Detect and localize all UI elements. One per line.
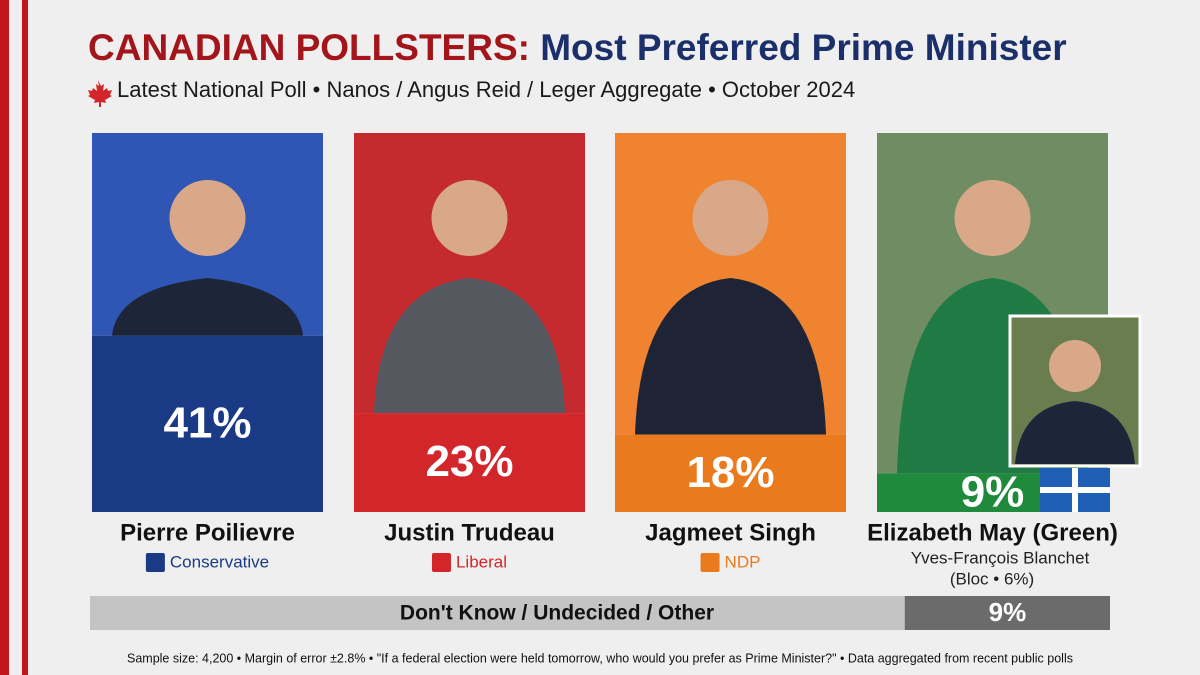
quebec-flag-cross — [1040, 487, 1110, 493]
undecided-bar — [904, 596, 1110, 630]
person-body — [635, 278, 826, 435]
party-label: NDP — [725, 552, 761, 571]
undecided-label: Don't Know / Undecided / Other — [400, 602, 714, 625]
party-label: Liberal — [456, 552, 507, 571]
inset-head — [1049, 340, 1101, 392]
title-lead: CANADIAN POLLSTERS: — [88, 27, 530, 68]
value-label: 9% — [961, 467, 1025, 516]
candidate-name: Justin Trudeau — [384, 519, 555, 546]
bar — [615, 434, 846, 512]
undecided-value: 9% — [989, 597, 1027, 627]
party-logo — [431, 553, 451, 572]
party-label: Conservative — [170, 552, 269, 571]
person-head — [431, 180, 508, 256]
chart-title: CANADIAN POLLSTERS: Most Preferred Prime… — [88, 27, 1067, 68]
bloc-leader: Yves-François Blanchet — [911, 548, 1090, 567]
stripe — [22, 0, 28, 675]
maple-leaf — [88, 80, 112, 107]
person-head — [954, 180, 1031, 256]
party-logo — [700, 553, 720, 572]
party-logo — [145, 553, 165, 572]
footnote: Sample size: 4,200 • Margin of error ±2.… — [127, 651, 1073, 665]
inset-body — [1015, 401, 1135, 464]
candidate-name: Jagmeet Singh — [645, 519, 816, 546]
bloc-label: (Bloc • 6%) — [950, 569, 1034, 588]
value-label: 23% — [425, 437, 513, 486]
candidate-name: Elizabeth May (Green) — [867, 519, 1118, 546]
candidate-name: Pierre Poilievre — [120, 519, 295, 546]
bar — [92, 335, 323, 512]
value-label: 18% — [686, 448, 774, 497]
value-label: 41% — [163, 398, 251, 447]
bar — [354, 413, 585, 512]
title-main: Most Preferred Prime Minister — [540, 27, 1066, 68]
person-body — [374, 278, 565, 414]
person-head — [169, 180, 246, 256]
person-head — [692, 180, 769, 256]
subtitle: Latest National Poll • Nanos / Angus Rei… — [117, 77, 855, 102]
person-body — [112, 278, 303, 336]
stripe — [0, 0, 9, 675]
